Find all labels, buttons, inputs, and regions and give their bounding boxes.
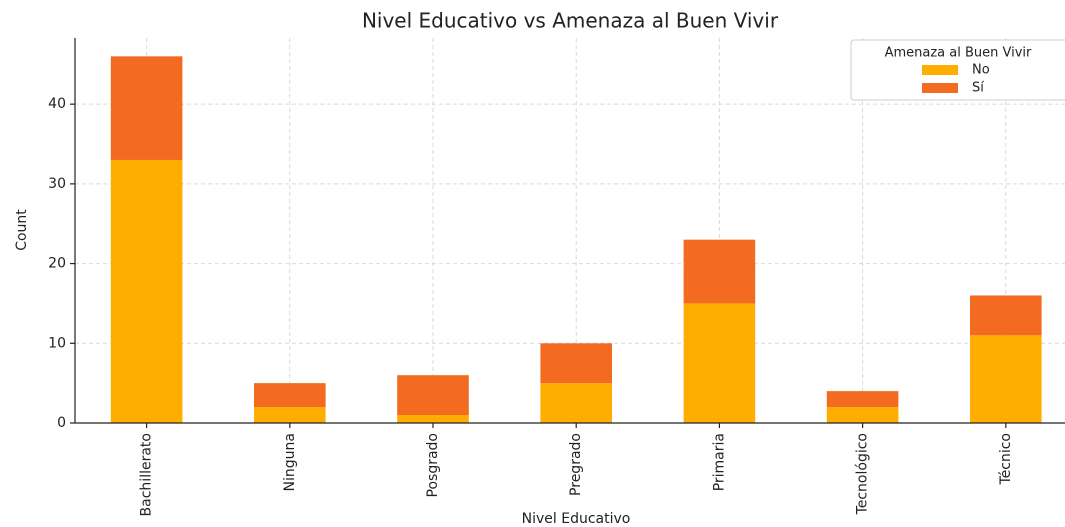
bar-segment bbox=[397, 415, 469, 423]
x-tick-label: Bachillerato bbox=[139, 433, 155, 516]
bar-segment bbox=[970, 335, 1042, 423]
bar-segment bbox=[110, 56, 183, 160]
y-tick-label: 20 bbox=[48, 256, 66, 272]
x-axis-label: Nivel Educativo bbox=[522, 511, 631, 527]
bar-segment bbox=[540, 343, 612, 384]
x-tick-label: Tecnológico bbox=[855, 433, 871, 515]
x-tick-label: Ninguna bbox=[282, 433, 298, 491]
y-tick-label: 10 bbox=[48, 335, 66, 351]
legend: Amenaza al Buen Vivir No Sí bbox=[850, 39, 1065, 101]
x-tick-label: Técnico bbox=[998, 433, 1014, 486]
y-tick-label: 30 bbox=[48, 176, 66, 192]
bar-segment bbox=[254, 407, 326, 423]
x-tick-label: Posgrado bbox=[425, 433, 441, 497]
bar-segment bbox=[970, 295, 1042, 336]
bar-segment bbox=[683, 239, 756, 304]
legend-box bbox=[850, 39, 1065, 101]
legend-label: Sí bbox=[972, 81, 984, 96]
bar-segment bbox=[683, 303, 756, 423]
bar-segment bbox=[397, 375, 469, 416]
y-tick-label: 0 bbox=[57, 415, 66, 431]
x-tick-label: Pregrado bbox=[568, 433, 584, 496]
x-tick-label: Primaria bbox=[711, 433, 727, 491]
bar-segment bbox=[540, 383, 612, 423]
legend-label: No bbox=[972, 63, 990, 78]
legend-swatch bbox=[922, 65, 958, 75]
bar-segment bbox=[826, 407, 899, 423]
bar-segment bbox=[254, 383, 326, 408]
legend-swatch bbox=[922, 83, 958, 93]
chart-title: Nivel Educativo vs Amenaza al Buen Vivir bbox=[362, 9, 779, 33]
y-axis-label: Count bbox=[14, 209, 30, 251]
y-tick-label: 40 bbox=[48, 96, 66, 112]
bar-segment bbox=[826, 391, 899, 408]
legend-title: Amenaza al Buen Vivir bbox=[885, 46, 1032, 61]
bar-segment bbox=[110, 159, 183, 423]
